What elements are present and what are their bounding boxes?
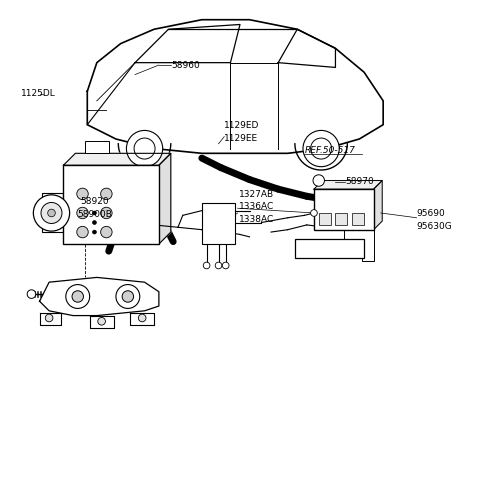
Polygon shape: [63, 153, 171, 165]
Text: 1129ED
1129EE: 1129ED 1129EE: [224, 121, 260, 142]
Bar: [85, 142, 109, 153]
Bar: [42, 193, 63, 232]
Circle shape: [116, 285, 140, 308]
Circle shape: [313, 175, 324, 186]
Text: 58970: 58970: [345, 178, 374, 186]
Circle shape: [311, 210, 317, 216]
Circle shape: [122, 291, 133, 302]
Circle shape: [45, 314, 53, 322]
Polygon shape: [314, 181, 382, 189]
Circle shape: [101, 188, 112, 200]
Text: REF.50-517: REF.50-517: [304, 146, 355, 156]
Circle shape: [215, 262, 222, 269]
Polygon shape: [130, 313, 154, 325]
Circle shape: [303, 130, 339, 167]
Circle shape: [48, 209, 55, 217]
Circle shape: [77, 207, 88, 219]
Circle shape: [101, 226, 112, 238]
Text: 1327AB
1336AC
1338AC: 1327AB 1336AC 1338AC: [239, 190, 274, 224]
Circle shape: [126, 130, 163, 167]
Circle shape: [34, 195, 70, 231]
Text: 58920
58900B: 58920 58900B: [77, 198, 112, 219]
Polygon shape: [39, 313, 61, 325]
Circle shape: [72, 291, 84, 302]
Circle shape: [93, 221, 96, 224]
Circle shape: [93, 211, 96, 215]
Circle shape: [77, 226, 88, 238]
Polygon shape: [87, 20, 383, 153]
Text: 95690
95630G: 95690 95630G: [417, 209, 452, 231]
Circle shape: [93, 230, 96, 234]
Polygon shape: [159, 153, 171, 244]
Bar: [336, 213, 348, 225]
FancyBboxPatch shape: [295, 239, 364, 258]
Bar: [314, 189, 373, 230]
Bar: [352, 213, 364, 225]
Circle shape: [222, 262, 229, 269]
Bar: [63, 165, 159, 244]
Text: 58960: 58960: [171, 61, 200, 70]
Circle shape: [98, 318, 106, 325]
Circle shape: [101, 207, 112, 219]
Circle shape: [66, 285, 90, 308]
Bar: [319, 213, 331, 225]
Polygon shape: [90, 316, 114, 327]
Polygon shape: [373, 181, 382, 230]
Bar: [202, 203, 235, 244]
Circle shape: [203, 262, 210, 269]
Text: 1125DL: 1125DL: [21, 89, 55, 98]
Circle shape: [77, 188, 88, 200]
Circle shape: [41, 203, 62, 224]
Polygon shape: [39, 277, 159, 316]
Circle shape: [138, 314, 146, 322]
Circle shape: [27, 290, 36, 298]
